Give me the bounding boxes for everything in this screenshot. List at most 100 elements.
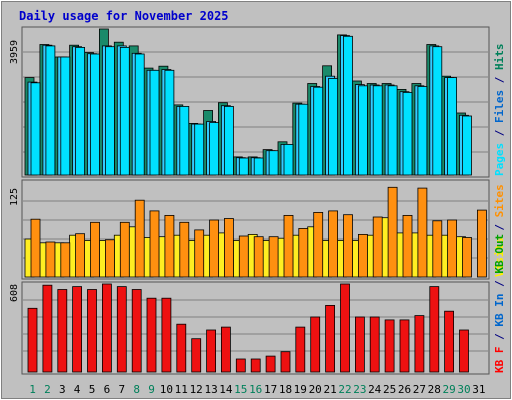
bar-sites-day-21 — [328, 210, 339, 278]
bar-pages-day-21 — [328, 78, 339, 176]
chart-title: Daily usage for November 2025 — [19, 9, 229, 23]
bar-kb-f-day-11 — [176, 323, 187, 373]
xtick-label-day-27: 27 — [413, 383, 426, 396]
bar-sites-day-25 — [387, 186, 398, 278]
bar-sites-day-23 — [357, 233, 368, 278]
bar-sites-day-17 — [268, 236, 279, 278]
bar-kb-f-day-20 — [310, 316, 321, 373]
bar-sites-day-13 — [209, 219, 220, 278]
xtick-label-day-26: 26 — [398, 383, 411, 396]
bar-sites-day-18 — [283, 214, 294, 278]
bar-pages-day-24 — [372, 85, 383, 176]
bar-kb-f-day-17 — [265, 355, 276, 373]
xtick-label-day-17: 17 — [264, 383, 277, 396]
bar-kb-f-day-19 — [295, 326, 306, 373]
xtick-label-day-24: 24 — [368, 383, 382, 396]
bar-pages-day-1 — [30, 82, 41, 176]
bar-pages-day-19 — [298, 103, 309, 176]
bar-pages-day-26 — [402, 92, 413, 176]
chart-marks: 1 2 3 4 5 6 7 8 9 10 11 12 13 14 15 16 17 18 19 20 21 22 23 24 2… — [23, 28, 488, 396]
bar-pages-day-17 — [268, 150, 279, 176]
bar-sites-day-9 — [149, 210, 160, 278]
bar-kb-f-day-5 — [87, 289, 97, 373]
axis-label-kbout: KB Out — [493, 234, 506, 274]
xtick-label-day-2: 2 — [44, 383, 51, 396]
axis-label-sep-4: / — [493, 327, 506, 347]
bar-pages-day-6 — [105, 46, 115, 176]
bar-pages-day-11 — [179, 106, 190, 176]
bar-sites-day-15 — [238, 235, 249, 278]
bar-sites-day-6 — [105, 239, 115, 278]
bar-sites-day-16 — [253, 236, 264, 278]
bar-kb-f-day-16 — [250, 358, 261, 373]
bar-sites-day-3 — [60, 242, 71, 278]
xtick-label-day-25: 25 — [383, 383, 396, 396]
bar-kb-f-day-30 — [459, 329, 469, 373]
axis-label-kbin: KB In — [493, 294, 506, 327]
xtick-label-day-1: 1 — [29, 383, 36, 396]
axis-label-bottom: KB F / KB In / KB Out — [493, 234, 506, 373]
bar-pages-day-3 — [60, 56, 71, 176]
bar-kb-f-day-13 — [206, 329, 217, 373]
xtick-label-day-16: 16 — [249, 383, 262, 396]
bar-pages-day-13 — [209, 122, 220, 176]
bar-kb-f-day-25 — [384, 319, 395, 373]
xtick-label-day-14: 14 — [219, 383, 233, 396]
bar-sites-day-22 — [343, 214, 353, 278]
axis-label-sites: Sites — [493, 184, 506, 217]
bar-pages-day-15 — [238, 157, 249, 176]
xtick-label-day-31: 31 — [472, 383, 485, 396]
bar-sites-day-12 — [194, 229, 205, 278]
bar-sites-day-1 — [30, 218, 41, 278]
ytick-label-top: 3959 — [9, 40, 20, 64]
bar-kb-f-day-22 — [340, 283, 350, 373]
axis-label-top: Pages / Files / Hits — [493, 44, 506, 177]
xtick-label-day-5: 5 — [89, 383, 96, 396]
axis-label-kbf: KB F — [493, 347, 506, 374]
bar-pages-day-9 — [149, 69, 160, 176]
bar-sites-day-2 — [45, 241, 56, 278]
xtick-label-day-19: 19 — [294, 383, 307, 396]
bar-sites-day-4 — [75, 233, 85, 278]
axis-label-middle: Visits / Sites — [493, 184, 506, 277]
bar-kb-f-day-7 — [116, 286, 127, 373]
bar-kb-f-day-6 — [102, 283, 112, 373]
axis-label-sep-1: / — [493, 123, 506, 143]
xtick-label-day-3: 3 — [59, 383, 66, 396]
xtick-label-day-18: 18 — [279, 383, 292, 396]
bar-kb-f-day-24 — [369, 316, 380, 373]
bar-sites-day-31 — [476, 209, 487, 278]
ytick-label-middle: 125 — [9, 188, 20, 206]
xtick-label-day-21: 21 — [323, 383, 336, 396]
bar-sites-day-28 — [432, 220, 443, 278]
bar-pages-day-12 — [194, 123, 205, 176]
bar-kb-f-day-23 — [354, 316, 365, 373]
axis-label-sep-2: / — [493, 70, 506, 90]
bar-sites-day-20 — [313, 211, 324, 278]
bar-sites-day-24 — [372, 216, 383, 278]
bar-kb-f-day-9 — [146, 297, 157, 373]
xtick-label-day-11: 11 — [175, 383, 188, 396]
xtick-label-day-9: 9 — [148, 383, 155, 396]
xtick-label-day-23: 23 — [353, 383, 366, 396]
bar-pages-day-27 — [417, 86, 428, 176]
bar-kb-f-day-21 — [325, 304, 336, 373]
xtick-label-day-13: 13 — [204, 383, 217, 396]
xtick-label-day-20: 20 — [309, 383, 322, 396]
bar-pages-day-5 — [90, 53, 100, 176]
xtick-label-day-10: 10 — [160, 383, 173, 396]
bar-pages-day-14 — [223, 106, 234, 176]
bar-pages-day-22 — [343, 35, 353, 176]
xtick-label-day-7: 7 — [118, 383, 125, 396]
bar-kb-f-day-18 — [280, 351, 291, 373]
bar-kb-f-day-12 — [191, 338, 202, 373]
bar-pages-day-18 — [283, 143, 294, 176]
bar-pages-day-20 — [313, 86, 324, 176]
bar-sites-day-29 — [447, 219, 458, 278]
xtick-label-day-15: 15 — [234, 383, 247, 396]
bar-pages-day-7 — [119, 47, 130, 176]
bar-pages-day-10 — [164, 69, 175, 176]
xtick-label-day-6: 6 — [104, 383, 111, 396]
bar-kb-f-day-26 — [399, 319, 410, 373]
